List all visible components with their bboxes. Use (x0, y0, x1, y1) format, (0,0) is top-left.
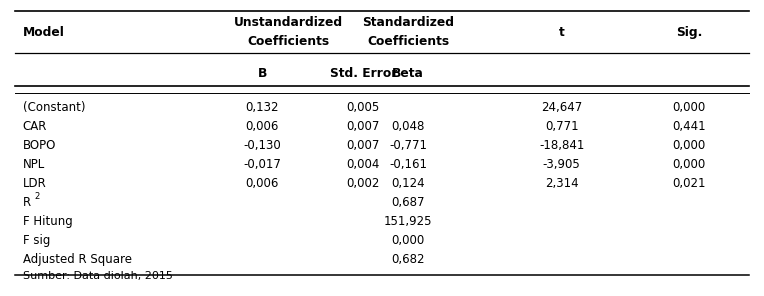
Text: R: R (23, 196, 31, 209)
Text: 0,004: 0,004 (347, 158, 380, 171)
Text: -3,905: -3,905 (542, 158, 581, 171)
Text: -0,771: -0,771 (389, 139, 427, 152)
Text: Model: Model (23, 26, 64, 39)
Text: 0,682: 0,682 (391, 253, 425, 266)
Text: t: t (558, 26, 565, 39)
Text: Sig.: Sig. (676, 26, 702, 39)
Text: 0,124: 0,124 (391, 177, 425, 190)
Text: 0,687: 0,687 (391, 196, 425, 209)
Text: 0,000: 0,000 (672, 101, 706, 114)
Text: F sig: F sig (23, 234, 50, 247)
Text: 0,048: 0,048 (391, 120, 425, 133)
Text: -0,161: -0,161 (389, 158, 427, 171)
Text: 0,005: 0,005 (347, 101, 380, 114)
Text: F Hitung: F Hitung (23, 215, 73, 228)
Text: 2,314: 2,314 (545, 177, 578, 190)
Text: 0,021: 0,021 (672, 177, 706, 190)
Text: NPL: NPL (23, 158, 45, 171)
Text: LDR: LDR (23, 177, 47, 190)
Text: Sumber: Data diolah, 2015: Sumber: Data diolah, 2015 (23, 271, 173, 281)
Text: 0,006: 0,006 (245, 177, 279, 190)
Text: Unstandardized: Unstandardized (234, 16, 343, 29)
Text: 2: 2 (34, 192, 40, 201)
Text: 24,647: 24,647 (541, 101, 582, 114)
Text: -18,841: -18,841 (539, 139, 584, 152)
Text: Beta: Beta (392, 67, 424, 80)
Text: Std. Error: Std. Error (329, 67, 397, 80)
Text: 0,007: 0,007 (347, 120, 380, 133)
Text: -0,130: -0,130 (243, 139, 281, 152)
Text: Standardized: Standardized (362, 16, 455, 29)
Text: 0,000: 0,000 (672, 139, 706, 152)
Text: Coefficients: Coefficients (367, 35, 449, 48)
Text: 0,002: 0,002 (347, 177, 380, 190)
Text: 0,132: 0,132 (245, 101, 279, 114)
Text: Coefficients: Coefficients (248, 35, 329, 48)
Text: 0,000: 0,000 (392, 234, 425, 247)
Text: CAR: CAR (23, 120, 47, 133)
Text: 0,007: 0,007 (347, 139, 380, 152)
Text: 0,006: 0,006 (245, 120, 279, 133)
Text: 0,441: 0,441 (672, 120, 706, 133)
Text: B: B (257, 67, 267, 80)
Text: -0,017: -0,017 (243, 158, 281, 171)
Text: (Constant): (Constant) (23, 101, 85, 114)
Text: BOPO: BOPO (23, 139, 56, 152)
Text: 0,000: 0,000 (672, 158, 706, 171)
Text: Adjusted R Square: Adjusted R Square (23, 253, 131, 266)
Text: 0,771: 0,771 (545, 120, 578, 133)
Text: 151,925: 151,925 (384, 215, 432, 228)
